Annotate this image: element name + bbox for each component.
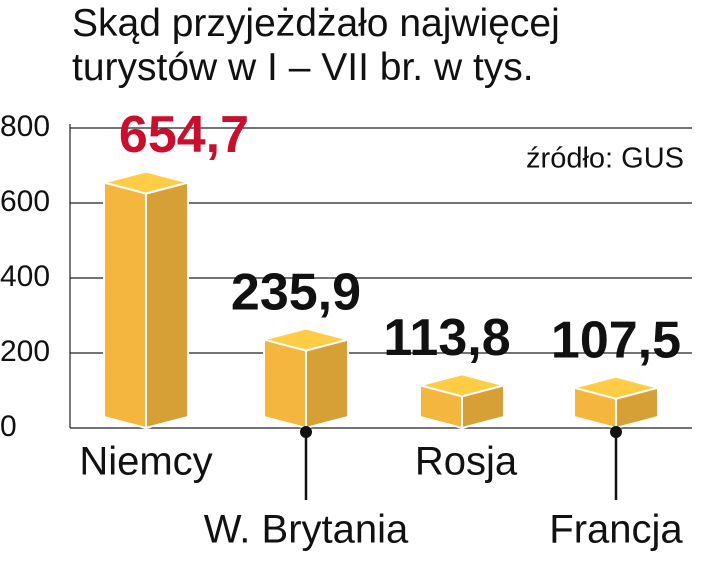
bar — [419, 373, 505, 429]
bar-top — [419, 373, 505, 398]
x-tick-label: W. Brytania — [204, 508, 409, 552]
x-tick-label: Rosja — [415, 440, 518, 484]
bar — [263, 327, 349, 429]
value-label: 113,8 — [383, 309, 510, 367]
bar-front — [263, 338, 307, 429]
y-tick-label: 800 — [0, 110, 50, 143]
y-tick-label: 400 — [0, 260, 50, 293]
value-label: 654,7 — [119, 106, 249, 164]
value-label: 235,9 — [231, 263, 361, 321]
y-tick-label: 0 — [0, 410, 17, 443]
y-tick-label: 200 — [0, 335, 50, 368]
value-label: 107,5 — [551, 311, 681, 369]
bar — [103, 170, 189, 429]
chart-title: Skąd przyjeżdżało najwięcej turystów w I… — [72, 2, 560, 89]
bar-side — [145, 181, 189, 429]
leader-dot — [610, 426, 622, 438]
bar-top — [573, 375, 659, 400]
bar — [573, 375, 659, 429]
bar-front — [103, 181, 147, 429]
x-tick-label: Francja — [549, 508, 683, 552]
y-tick-label: 600 — [0, 185, 50, 218]
bar-top — [263, 327, 349, 352]
x-tick-label: Niemcy — [79, 440, 212, 484]
source-note: źródło: GUS — [526, 143, 684, 175]
bar-side — [305, 338, 349, 429]
bar-top — [103, 170, 189, 195]
leader-dot — [300, 426, 312, 438]
